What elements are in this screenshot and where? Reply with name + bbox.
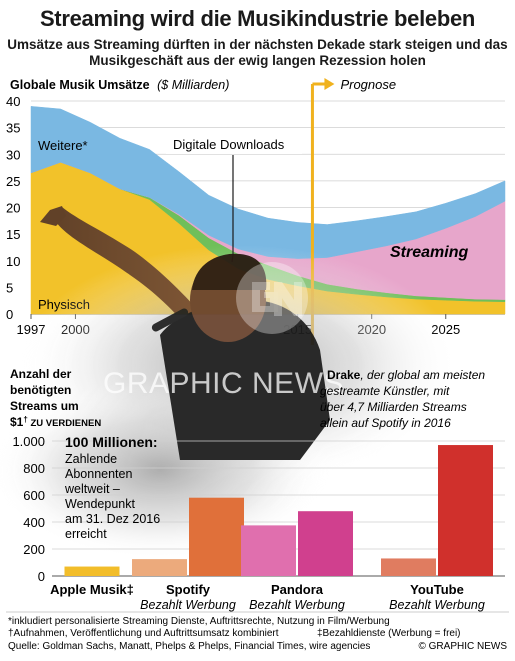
bar-3-1 bbox=[438, 445, 493, 576]
subscribers-annotation: 100 Millionen: Zahlende Abonnenten weltwei… bbox=[64, 434, 160, 541]
area-y-tick-label: 30 bbox=[6, 147, 20, 162]
bar-y-tick-label: 200 bbox=[23, 542, 45, 557]
bar-category-label: Spotify bbox=[166, 582, 211, 597]
area-chart-title: Globale Musik Umsätze ($ Milliarden) bbox=[10, 78, 229, 92]
page-title: Streaming wird die Musikindustrie belebe… bbox=[39, 6, 476, 31]
bar-y-tick-label: 800 bbox=[23, 461, 45, 476]
page-subtitle: Umsätze aus Streaming dürften in der näc… bbox=[7, 37, 508, 68]
bar-category-sublabel: Bezahlt Werbung bbox=[389, 598, 485, 612]
area-y-tick-label: 5 bbox=[6, 280, 13, 295]
bar-y-tick-label: 0 bbox=[38, 569, 45, 584]
bar-2-0 bbox=[241, 525, 296, 576]
footnote-bezahldienste: ‡Bezahldienste (Werbung = frei) bbox=[317, 628, 461, 639]
footnote-umsatz: †Aufnahmen, Veröffentlichung und Auftrit… bbox=[8, 628, 279, 639]
area-y-tick-label: 15 bbox=[6, 227, 20, 242]
svg-text:Digitale Downloads: Digitale Downloads bbox=[173, 137, 285, 152]
area-y-tick-label: 25 bbox=[6, 174, 20, 189]
area-y-tick-label: 20 bbox=[6, 201, 20, 216]
artist-photo bbox=[0, 206, 460, 560]
bar-category-label: Apple Musik‡ bbox=[50, 582, 134, 597]
bar-y-tick-label: 1.000 bbox=[12, 434, 45, 449]
area-y-tick-label: 40 bbox=[6, 94, 20, 109]
bar-chart-y-axis: 0 200 400 600 800 1.000 bbox=[12, 434, 45, 584]
area-series-3 bbox=[30, 106, 506, 259]
bar-chart-bars bbox=[64, 445, 493, 576]
area-chart-heading: Globale Musik Umsätze bbox=[10, 78, 150, 92]
bar-category-sublabel: Bezahlt Werbung bbox=[249, 598, 345, 612]
svg-text:Streams um: Streams um bbox=[10, 399, 79, 413]
graphic-news-watermark: GRAPHIC NEWS bbox=[103, 367, 344, 400]
footer-credit: © GRAPHIC NEWS bbox=[419, 641, 508, 652]
series-label-weitere: Weitere* bbox=[38, 138, 88, 153]
area-y-tick-label: 10 bbox=[6, 254, 20, 269]
area-chart-y-axis: 0 5 10 15 20 25 30 35 40 bbox=[6, 94, 20, 322]
area-chart-unit: ($ Milliarden) bbox=[157, 78, 229, 92]
area-y-tick-label: 35 bbox=[6, 121, 20, 136]
bar-category-sublabel: Bezahlt Werbung bbox=[140, 598, 236, 612]
footnote-quelle: Quelle: Goldman Sachs, Manatt, Phelps & … bbox=[8, 641, 370, 652]
bar-chart-title: Anzahl der benötigten Streams um $1† ZU … bbox=[10, 367, 101, 429]
area-y-tick-label: 0 bbox=[6, 307, 13, 322]
svg-text:100 Millionen:: 100 Millionen: bbox=[65, 434, 158, 450]
svg-text:$1† ZU VERDIENEN: $1† ZU VERDIENEN bbox=[10, 415, 101, 429]
bar-2-1 bbox=[298, 511, 353, 576]
bar-0-0 bbox=[64, 566, 120, 576]
forecast-label: Prognose bbox=[340, 77, 396, 92]
bar-y-tick-label: 400 bbox=[23, 515, 45, 530]
series-label-streaming: Streaming bbox=[390, 244, 468, 261]
bar-category-label: YouTube bbox=[410, 582, 464, 597]
drake-annotation: Drake, der global am meisten gestreamte K… bbox=[320, 368, 485, 430]
bar-category-label: Pandora bbox=[271, 582, 324, 597]
svg-text:benötigten: benötigten bbox=[10, 383, 71, 397]
bar-y-tick-label: 600 bbox=[23, 488, 45, 503]
footnote-weitere: *inkludiert personalisierte Streaming Di… bbox=[8, 616, 390, 627]
svg-text:Globale Musik Umsätze ($: Globale Musik Umsätze ($ Milliarden) bbox=[10, 78, 229, 92]
bar-1-0 bbox=[132, 559, 187, 576]
bar-3-0 bbox=[381, 558, 436, 576]
svg-text:Anzahl der: Anzahl der bbox=[10, 367, 72, 381]
footer-notes: *inkludiert personalisierte Streaming Di… bbox=[8, 616, 507, 652]
bar-1-1 bbox=[189, 497, 244, 576]
graphic-news-watermark-logo bbox=[236, 262, 308, 334]
